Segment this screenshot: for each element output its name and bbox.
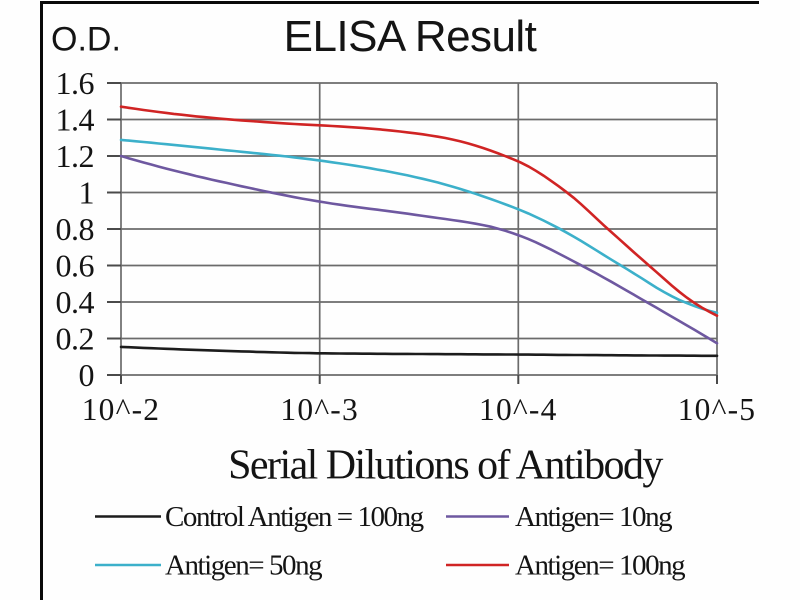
svg-text:1.6: 1.6 <box>56 65 95 101</box>
svg-text:O.D.: O.D. <box>51 21 121 59</box>
svg-text:0.6: 0.6 <box>56 248 95 284</box>
svg-text:0: 0 <box>79 357 95 393</box>
svg-text:Antigen= 50ng: Antigen= 50ng <box>165 550 322 582</box>
svg-text:Control Antigen = 100ng: Control Antigen = 100ng <box>165 501 424 533</box>
svg-text:10^-3: 10^-3 <box>280 392 359 427</box>
svg-text:1.4: 1.4 <box>56 102 95 138</box>
svg-text:1: 1 <box>79 175 95 211</box>
svg-text:ELISA Result: ELISA Result <box>284 12 537 61</box>
svg-text:Serial Dilutions of Antibody: Serial Dilutions of Antibody <box>228 443 663 489</box>
svg-text:Antigen= 10ng: Antigen= 10ng <box>515 501 672 533</box>
svg-text:1.2: 1.2 <box>56 138 95 174</box>
svg-text:10^-5: 10^-5 <box>678 392 757 427</box>
svg-text:0.8: 0.8 <box>56 211 95 247</box>
svg-text:Antigen= 100ng: Antigen= 100ng <box>515 550 685 582</box>
svg-text:10^-4: 10^-4 <box>479 392 558 427</box>
svg-text:10^-2: 10^-2 <box>82 392 161 427</box>
svg-text:0.2: 0.2 <box>56 321 95 357</box>
svg-text:0.4: 0.4 <box>56 284 95 320</box>
